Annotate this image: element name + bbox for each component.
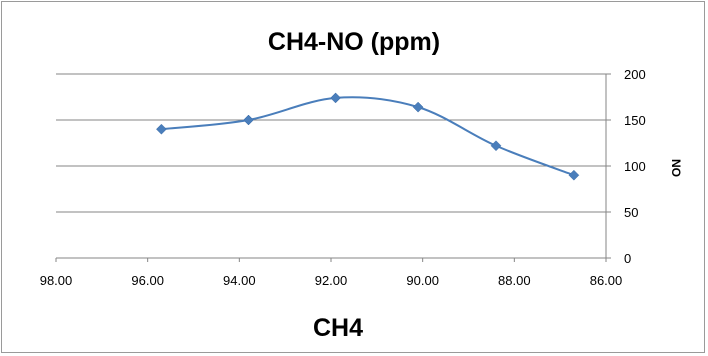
y-tick-label: 150: [624, 113, 646, 128]
x-tick-labels: 98.00 96.00 94.00 92.00 90.00 88.00 86.00: [40, 273, 623, 288]
data-point: [568, 169, 580, 181]
data-point: [243, 114, 254, 126]
series-line: [161, 96, 575, 177]
x-tick-label: 94.00: [223, 273, 256, 288]
x-tick-label: 86.00: [590, 273, 623, 288]
data-markers: [156, 92, 580, 181]
y-tick-label: 200: [624, 67, 646, 82]
y-tick-label: 100: [624, 159, 646, 174]
data-point: [412, 101, 424, 113]
y-axis-label: NO: [669, 159, 683, 177]
grid-lines: [56, 73, 606, 213]
x-tick-label: 88.00: [498, 273, 531, 288]
y-tick-labels: 0 50 100 150 200: [624, 67, 646, 266]
data-point: [490, 140, 502, 152]
x-tick-label: 92.00: [315, 273, 348, 288]
data-point: [330, 92, 341, 104]
chart-title: CH4-NO (ppm): [268, 28, 440, 56]
data-point: [156, 123, 167, 135]
y-tick-label: 0: [624, 251, 631, 266]
axes: [55, 73, 611, 262]
y-tick-label: 50: [624, 205, 638, 220]
x-tick-label: 98.00: [40, 273, 73, 288]
x-axis-label: CH4: [313, 314, 363, 342]
x-tick-label: 90.00: [406, 273, 439, 288]
x-tick-label: 96.00: [131, 273, 164, 288]
